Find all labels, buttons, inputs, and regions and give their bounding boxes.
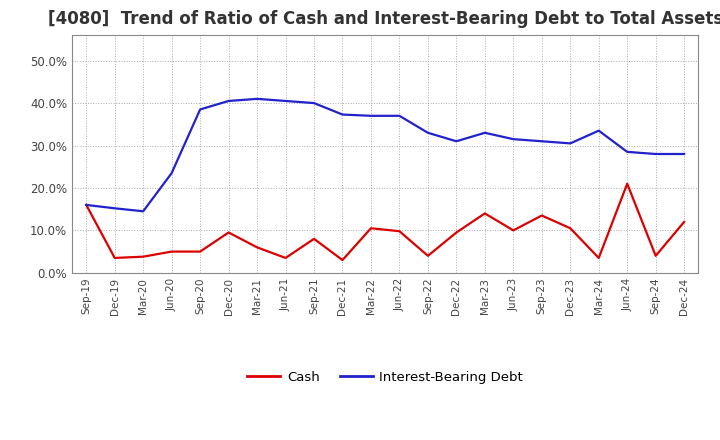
Cash	[652, 253, 660, 258]
Cash	[310, 236, 318, 242]
Cash	[566, 226, 575, 231]
Interest-Bearing Debt	[595, 128, 603, 133]
Cash	[366, 226, 375, 231]
Interest-Bearing Debt	[423, 130, 432, 136]
Interest-Bearing Debt	[652, 151, 660, 157]
Interest-Bearing Debt	[366, 113, 375, 118]
Interest-Bearing Debt	[253, 96, 261, 102]
Interest-Bearing Debt	[196, 107, 204, 112]
Cash	[423, 253, 432, 258]
Cash	[395, 229, 404, 234]
Cash	[480, 211, 489, 216]
Cash	[282, 255, 290, 260]
Cash	[680, 219, 688, 224]
Interest-Bearing Debt	[82, 202, 91, 208]
Interest-Bearing Debt	[537, 139, 546, 144]
Interest-Bearing Debt	[566, 141, 575, 146]
Cash	[595, 255, 603, 260]
Interest-Bearing Debt	[452, 139, 461, 144]
Interest-Bearing Debt	[480, 130, 489, 136]
Line: Interest-Bearing Debt: Interest-Bearing Debt	[86, 99, 684, 211]
Legend: Cash, Interest-Bearing Debt: Cash, Interest-Bearing Debt	[242, 366, 528, 390]
Line: Cash: Cash	[86, 184, 684, 260]
Cash	[139, 254, 148, 259]
Interest-Bearing Debt	[282, 98, 290, 103]
Cash	[537, 213, 546, 218]
Interest-Bearing Debt	[167, 170, 176, 176]
Cash	[225, 230, 233, 235]
Cash	[452, 230, 461, 235]
Cash	[509, 228, 518, 233]
Cash	[623, 181, 631, 187]
Cash	[338, 257, 347, 263]
Cash	[82, 202, 91, 208]
Interest-Bearing Debt	[509, 136, 518, 142]
Cash	[253, 245, 261, 250]
Interest-Bearing Debt	[395, 113, 404, 118]
Cash	[196, 249, 204, 254]
Interest-Bearing Debt	[225, 98, 233, 103]
Interest-Bearing Debt	[110, 205, 119, 211]
Interest-Bearing Debt	[338, 112, 347, 117]
Interest-Bearing Debt	[623, 149, 631, 154]
Title: [4080]  Trend of Ratio of Cash and Interest-Bearing Debt to Total Assets: [4080] Trend of Ratio of Cash and Intere…	[48, 10, 720, 28]
Cash	[167, 249, 176, 254]
Interest-Bearing Debt	[680, 151, 688, 157]
Cash	[110, 255, 119, 260]
Interest-Bearing Debt	[310, 100, 318, 106]
Interest-Bearing Debt	[139, 209, 148, 214]
